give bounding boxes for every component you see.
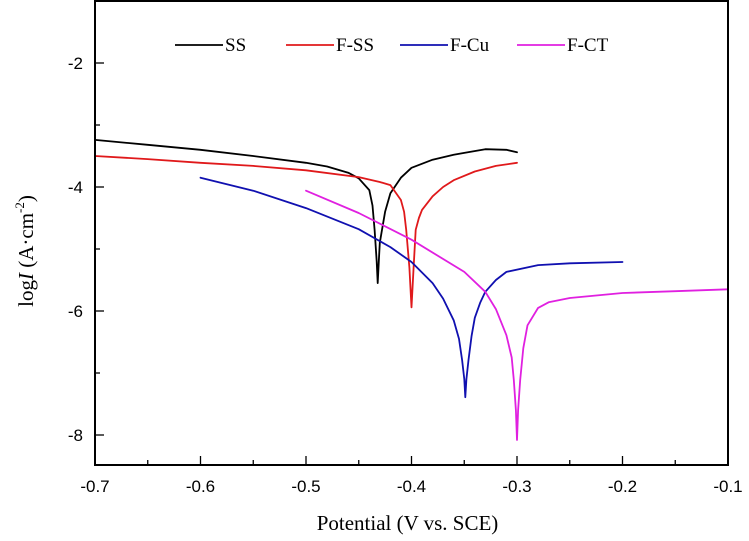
y-tick-label: -4: [68, 178, 83, 197]
x-tick-label: -0.2: [608, 477, 637, 496]
x-axis-title: Potential (V vs. SCE): [317, 511, 499, 535]
legend-label: SS: [225, 35, 246, 56]
y-axis-title-sup: -2: [12, 202, 27, 213]
y-axis-title-close: ): [14, 195, 38, 202]
legend-item-f-ss: F-SS: [286, 35, 374, 56]
legend: SS F-SS F-Cu F-CT: [175, 35, 609, 56]
x-tick-label: -0.1: [713, 477, 742, 496]
x-tick-label: -0.5: [291, 477, 320, 496]
legend-item-f-cu: F-Cu: [400, 35, 490, 56]
y-tick-label: -6: [68, 302, 83, 321]
legend-label: F-SS: [336, 35, 374, 56]
series-line-f-cu: [199, 176, 624, 399]
x-tick-label: -0.7: [80, 477, 109, 496]
y-axis-title-units: (A·cm: [14, 213, 38, 273]
legend-item-f-ct: F-CT: [517, 35, 609, 56]
legend-label: F-CT: [567, 35, 609, 56]
x-tick-label: -0.3: [502, 477, 531, 496]
y-axis-title-prefix: log: [14, 280, 38, 307]
series-line-f-ct: [305, 189, 729, 441]
y-axis-title: logI (A·cm-2): [12, 195, 38, 307]
y-tick-label: -2: [68, 54, 83, 73]
curves-layer: [94, 138, 729, 441]
x-axis: -0.7 -0.6 -0.5 -0.4 -0.3 -0.2 -0.1: [80, 456, 743, 496]
x-tick-label: -0.4: [397, 477, 426, 496]
x-tick-label: -0.6: [186, 477, 215, 496]
legend-label: F-Cu: [450, 35, 490, 56]
series-line-f-ss: [94, 155, 518, 309]
y-axis: -2 -4 -6 -8: [68, 54, 104, 445]
legend-item-ss: SS: [175, 35, 246, 56]
y-axis-title-italic: I: [14, 272, 38, 281]
y-tick-label: -8: [68, 426, 83, 445]
series-line-ss: [94, 138, 518, 285]
